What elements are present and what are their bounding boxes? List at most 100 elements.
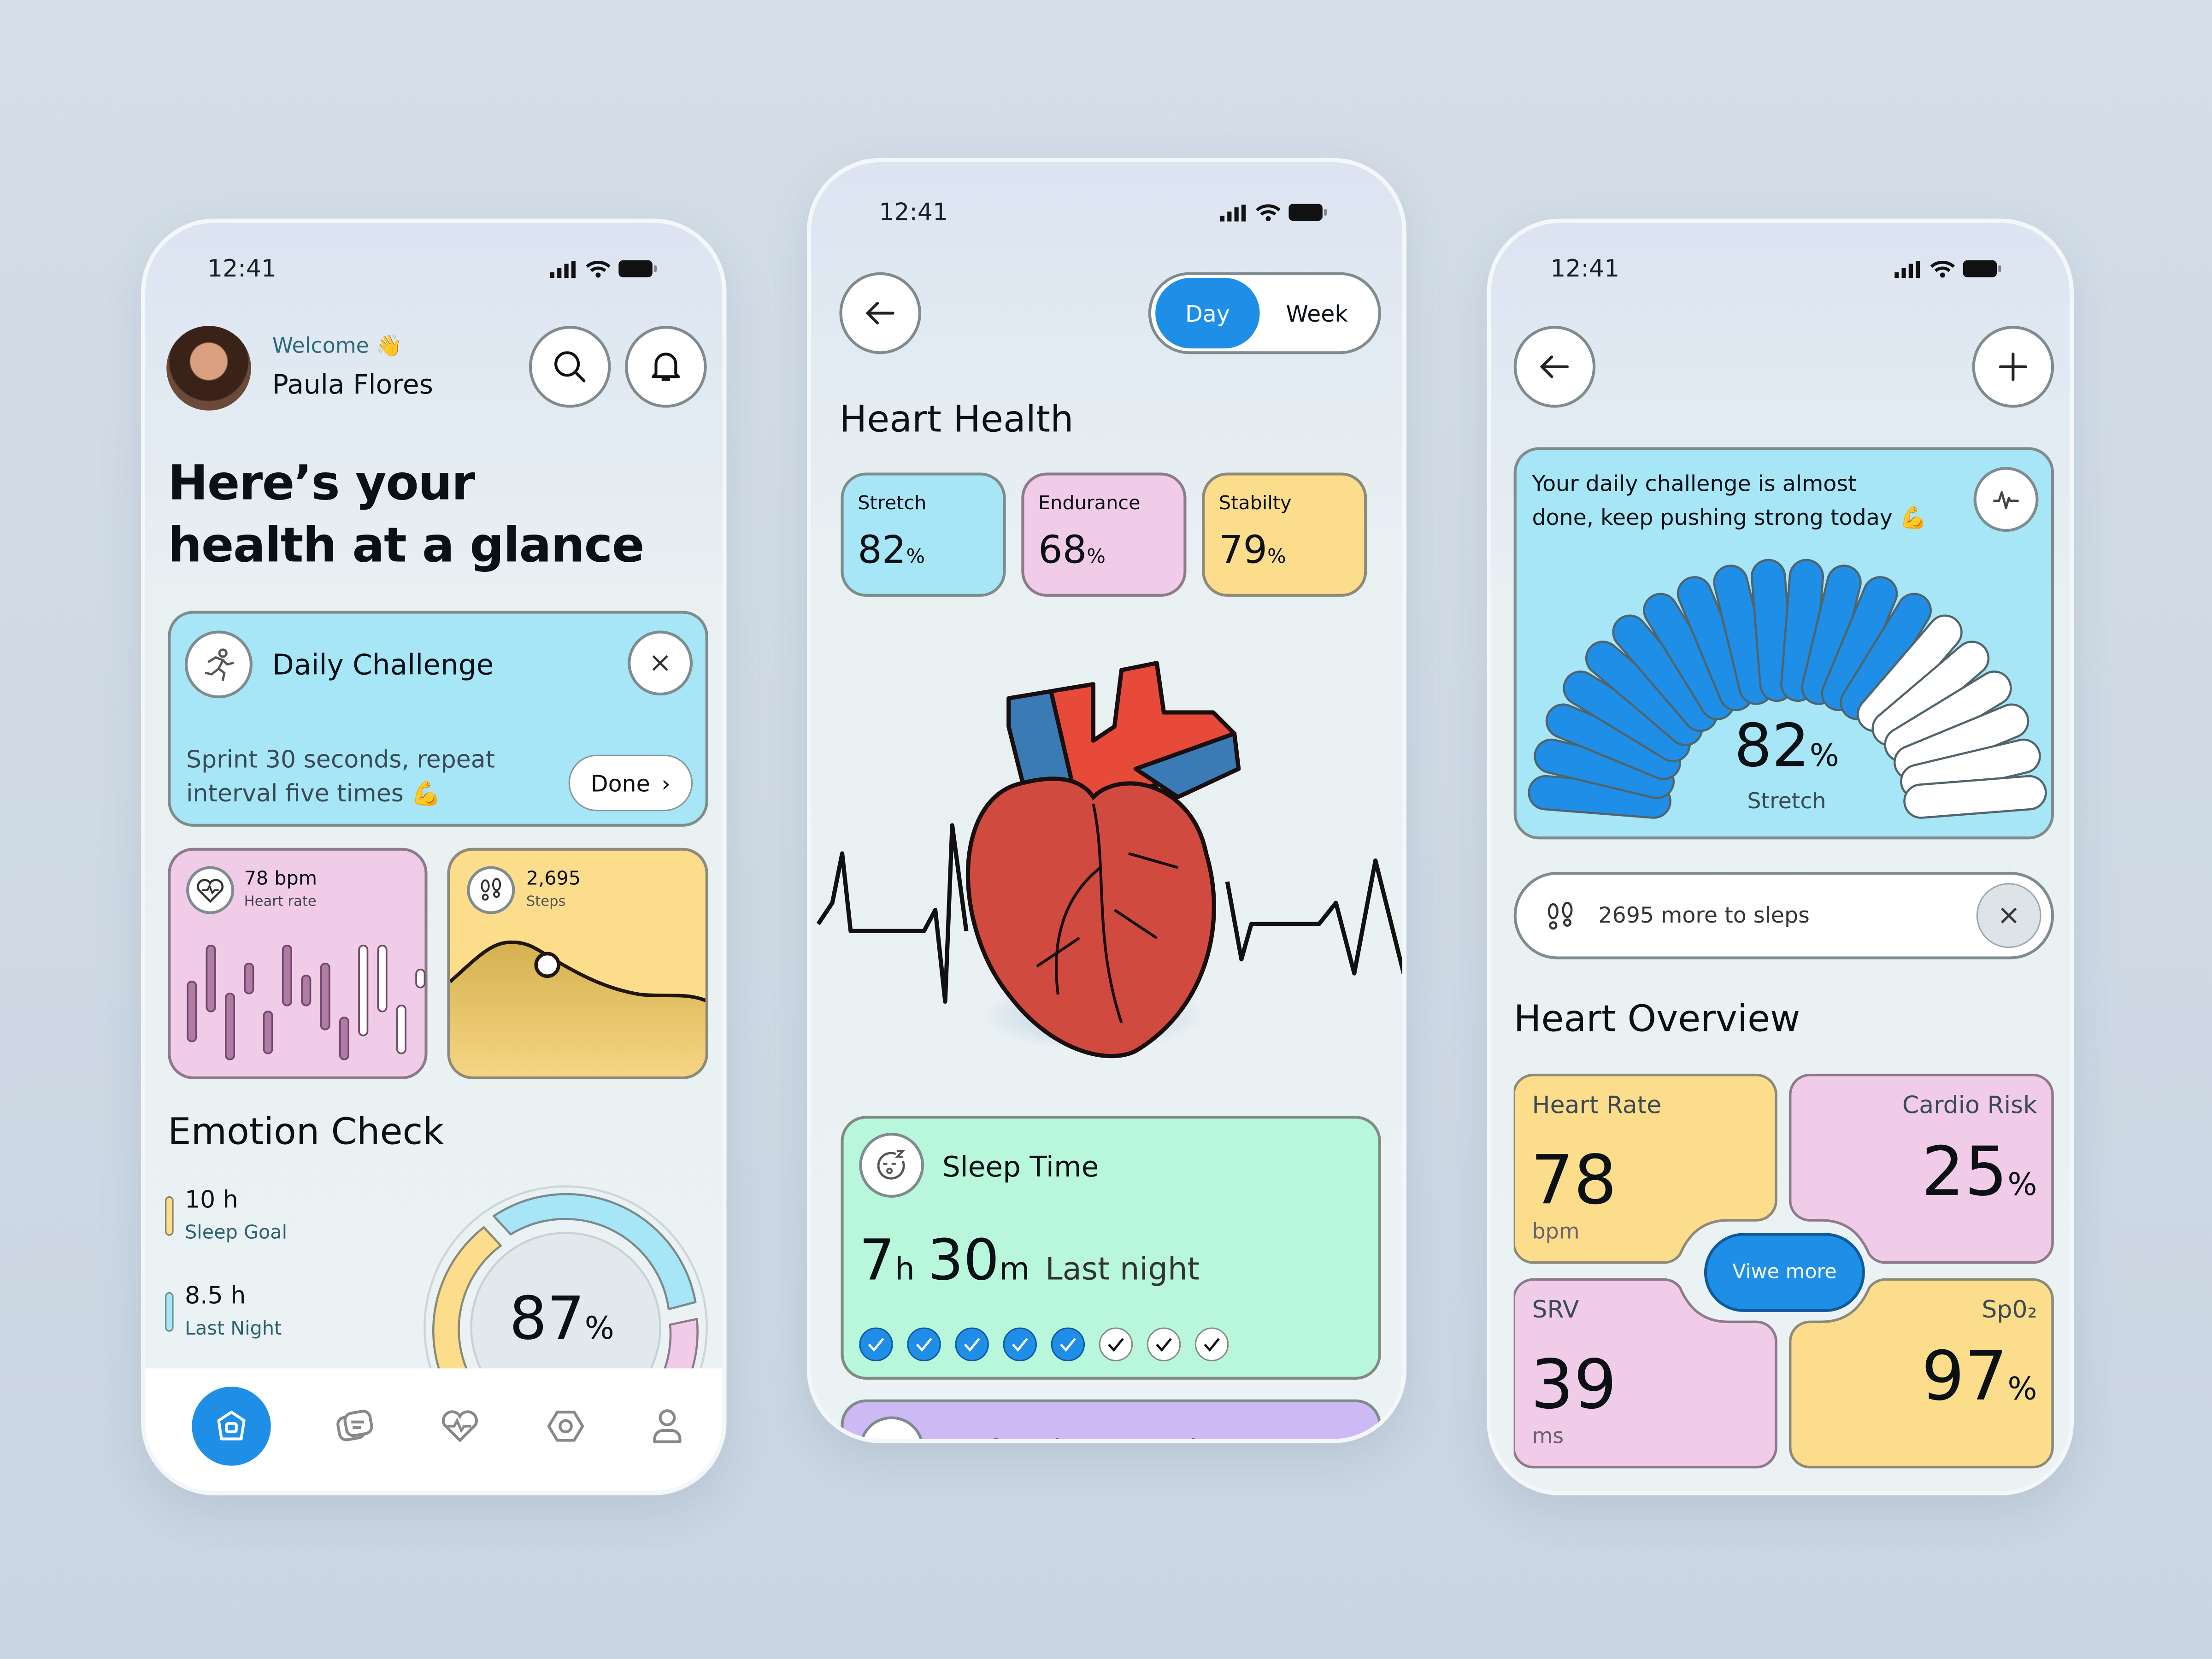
back-button[interactable] [1513, 326, 1596, 408]
status-time: 12:41 [879, 199, 948, 227]
close-icon [2001, 907, 2017, 924]
challenge-message: Your daily challenge is almost done, keep… [1532, 467, 1927, 535]
battery-icon [1288, 204, 1327, 221]
check-done[interactable] [907, 1327, 941, 1362]
value: 68 [1038, 529, 1087, 573]
metric-stability[interactable]: Stabilty 79% [1202, 472, 1367, 597]
heart-health-screen: 12:41 Day Week Heart Health Stretch 82% … [807, 158, 1407, 1443]
sleep-time-card[interactable]: Sleep Time 7h 30m Last night [841, 1116, 1381, 1380]
gauge-segment-filled [1753, 561, 1793, 700]
avatar[interactable] [166, 326, 251, 411]
tile-unit: bpm [1532, 1218, 1580, 1244]
nav-settings[interactable] [546, 1409, 585, 1442]
tile-srv-shape [1513, 1278, 1777, 1469]
check-pending[interactable] [1194, 1327, 1229, 1362]
activity-button[interactable] [1973, 467, 2039, 532]
check-pending[interactable] [1099, 1327, 1133, 1362]
gauge-value: 82% [1517, 711, 2057, 780]
metric-endurance[interactable]: Endurance 68% [1021, 472, 1187, 597]
nav-notes[interactable] [336, 1407, 376, 1444]
signal-icon [550, 260, 576, 277]
metric-label: Stretch [858, 492, 927, 515]
notifications-button[interactable] [625, 326, 707, 408]
tile-cardio-risk[interactable]: Cardio Risk 25% [1790, 1074, 2054, 1264]
signal-icon [1220, 204, 1246, 221]
back-button[interactable] [839, 272, 921, 354]
daily-challenge-card: Daily Challenge Sprint 30 seconds, repea… [168, 611, 708, 827]
gauge-segment-filled [1530, 777, 1670, 817]
nav-home[interactable] [192, 1386, 271, 1465]
check-done[interactable] [859, 1327, 893, 1362]
gauge-segment-filled [1535, 741, 1673, 797]
emotion-donut [424, 1185, 708, 1373]
check-done[interactable] [955, 1327, 989, 1362]
steps-marker[interactable] [534, 952, 561, 978]
activity-icon [1993, 491, 2019, 509]
done-button[interactable]: Done › [568, 754, 693, 812]
overview-tiles-bg [1513, 1073, 2054, 1469]
legend-label: Last Night [185, 1318, 282, 1341]
check-icon [868, 1338, 884, 1352]
hours-unit: h [895, 1253, 915, 1288]
donut-segment-night [493, 1193, 697, 1311]
welcome-text: Welcome 👋 [272, 333, 402, 359]
plus-icon [1999, 353, 2027, 381]
search-icon [554, 351, 586, 382]
page-title: Here’s your health at a glance [168, 453, 644, 577]
unit: % [1267, 546, 1286, 569]
heart-rate-label: Heart rate [244, 894, 317, 910]
gauge-segment-empty [1902, 741, 2039, 797]
nav-profile[interactable] [650, 1407, 684, 1444]
title-line: Here’s your [168, 455, 475, 512]
card-title: Performing Stretch [942, 1433, 1207, 1439]
tab-day[interactable]: Day [1155, 278, 1260, 349]
metric-value: 79% [1219, 529, 1286, 573]
ecg-line-right [1225, 858, 1402, 976]
challenge-screen: 12:41 Your daily challenge is almost done… [1487, 218, 2074, 1495]
tile-spo2[interactable]: Sp0₂ 97% [1790, 1278, 2054, 1468]
heart-rate-card[interactable]: 78 bpm Heart rate [168, 847, 428, 1079]
nav-heart[interactable] [441, 1409, 481, 1442]
heart-rate-bar [301, 974, 312, 1006]
value: 79 [1218, 529, 1268, 573]
view-more-button[interactable]: Viwe more [1704, 1233, 1865, 1312]
steps-area [450, 942, 706, 1077]
sleeping-face-icon [877, 1150, 906, 1180]
tab-week[interactable]: Week [1286, 300, 1348, 327]
chevron-right-icon: › [661, 769, 671, 797]
hours: 7 [859, 1229, 895, 1294]
search-button[interactable] [529, 326, 611, 408]
challenge-text: Sprint 30 seconds, repeat interval five t… [186, 743, 495, 811]
close-challenge-button[interactable] [628, 630, 693, 696]
check-done[interactable] [1003, 1327, 1037, 1362]
tile-srv[interactable]: SRV 39 ms [1514, 1278, 1777, 1468]
status-time: 12:41 [207, 255, 276, 284]
steps-remaining-text: 2695 more to sleps [1598, 903, 1810, 929]
status-icons [1894, 259, 2002, 278]
steps-card[interactable]: 2,695 Steps [447, 847, 708, 1079]
heart-health-title: Heart Health [839, 399, 1074, 442]
check-icon [964, 1338, 980, 1352]
gauge-segment-filled [1587, 642, 1701, 744]
text-line: Sprint 30 seconds, repeat [186, 746, 495, 775]
battery-icon [1963, 260, 2001, 277]
tile-label: Sp0₂ [1982, 1296, 2037, 1325]
metric-stretch[interactable]: Stretch 82% [841, 472, 1006, 597]
performing-stretch-card[interactable]: Performing Stretch [841, 1399, 1381, 1439]
arrow-left-icon [865, 302, 894, 325]
dismiss-steps-button[interactable] [1976, 883, 2041, 948]
home-icon [217, 1410, 246, 1440]
legend-swatch [165, 1292, 174, 1332]
check-done[interactable] [1051, 1327, 1085, 1362]
value: 82 [1734, 711, 1810, 780]
add-button[interactable] [1972, 326, 2054, 408]
tile-value: 78 [1530, 1141, 1617, 1220]
check-icon [1060, 1338, 1076, 1352]
tile-heart-rate[interactable]: Heart Rate 78 bpm [1514, 1074, 1777, 1264]
bottom-nav [145, 1368, 723, 1491]
minutes: 30 [927, 1229, 1000, 1294]
check-pending[interactable] [1147, 1327, 1181, 1362]
gauge-segment-filled [1679, 578, 1752, 709]
steps-chart [450, 940, 706, 1077]
heart-rate-bar [244, 962, 254, 994]
